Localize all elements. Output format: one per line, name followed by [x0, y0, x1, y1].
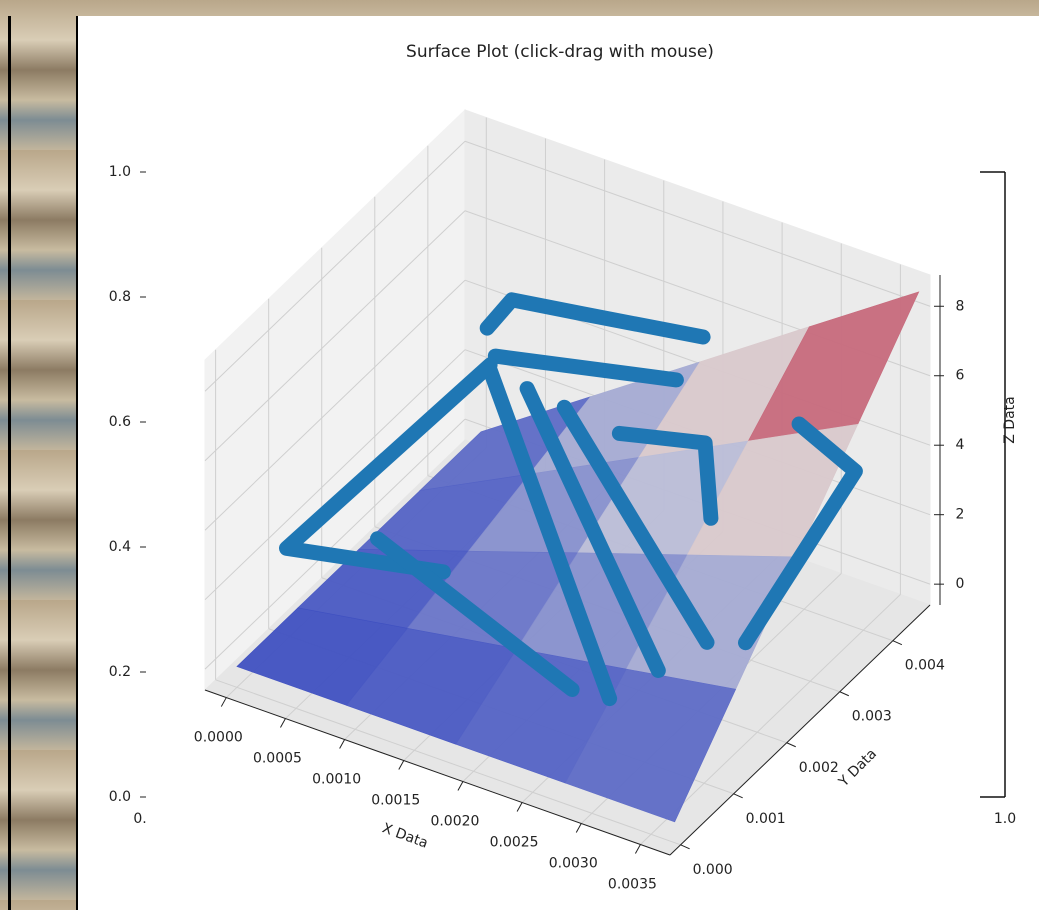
- x-axis-label: X Data: [380, 820, 430, 851]
- x-tick-label: 0.0005: [253, 751, 302, 767]
- z-tick-label: 2: [956, 507, 965, 523]
- y-tick: [787, 743, 796, 747]
- frame-x-tick-label: 1.0: [994, 811, 1016, 827]
- x-tick: [635, 845, 640, 854]
- x-tick-label: 0.0035: [608, 877, 657, 893]
- x-tick: [221, 698, 226, 707]
- frame-y-tick-label: 0.4: [109, 539, 131, 555]
- frame-x-tick-label: 0.: [133, 811, 146, 827]
- x-tick: [340, 740, 345, 749]
- y-tick: [734, 794, 743, 798]
- x-tick: [458, 782, 463, 791]
- y-axis-label: Y Data: [835, 746, 880, 791]
- chart-title: Surface Plot (click-drag with mouse): [406, 42, 714, 62]
- frame-y-tick-label: 0.8: [109, 289, 131, 305]
- frame-y-tick-label: 0.2: [109, 664, 131, 680]
- x-tick-label: 0.0015: [371, 793, 420, 809]
- frame-y-tick-label: 0.0: [109, 789, 131, 805]
- frame-y-tick-label: 1.0: [109, 164, 131, 180]
- y-tick-label: 0.000: [693, 862, 733, 878]
- x-tick-label: 0.0020: [430, 814, 479, 830]
- x-tick: [280, 719, 285, 728]
- y-tick-label: 0.001: [746, 811, 786, 827]
- x-tick-label: 0.0030: [549, 856, 598, 872]
- z-tick-label: 4: [956, 437, 965, 453]
- y-tick-label: 0.003: [852, 709, 892, 725]
- y-tick: [893, 641, 902, 645]
- x-tick: [576, 824, 581, 833]
- y-tick: [681, 845, 690, 849]
- x-tick: [517, 803, 522, 812]
- y-tick: [840, 692, 849, 696]
- chart[interactable]: Surface Plot (click-drag with mouse) 0.0…: [0, 0, 1039, 910]
- y-tick-label: 0.002: [799, 760, 839, 776]
- z-tick-label: 8: [956, 298, 965, 314]
- z-tick-label: 0: [956, 576, 965, 592]
- x-tick-label: 0.0025: [490, 835, 539, 851]
- frame-y-tick-label: 0.6: [109, 414, 131, 430]
- x-tick-label: 0.0010: [312, 772, 361, 788]
- z-axis-label: Z Data: [1002, 396, 1018, 443]
- x-tick-label: 0.0000: [194, 730, 243, 746]
- y-tick-label: 0.004: [905, 658, 945, 674]
- screen: Surface Plot (click-drag with mouse) 0.0…: [0, 0, 1039, 910]
- x-tick: [399, 761, 404, 770]
- z-tick-label: 6: [956, 368, 965, 384]
